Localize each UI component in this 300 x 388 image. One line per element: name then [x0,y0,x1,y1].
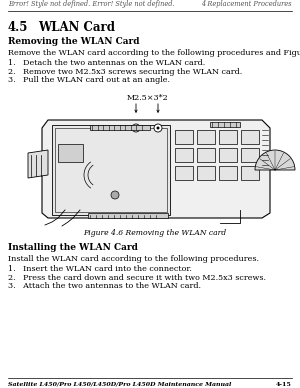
Wedge shape [255,150,295,170]
Text: 4-15: 4-15 [276,382,292,387]
Text: 1.   Detach the two antennas on the WLAN card.: 1. Detach the two antennas on the WLAN c… [8,59,205,67]
Text: Figure 4.6 Removing the WLAN card: Figure 4.6 Removing the WLAN card [83,229,226,237]
Text: Error! Style not defined. Error! Style not defined.: Error! Style not defined. Error! Style n… [8,0,175,7]
Bar [175,130,193,144]
Bar [219,130,237,144]
Text: 3.   Pull the WLAN card out at an angle.: 3. Pull the WLAN card out at an angle. [8,76,170,84]
Text: 4 Replacement Procedures: 4 Replacement Procedures [202,0,292,7]
Circle shape [132,124,140,132]
Bar [197,148,215,162]
Text: Installing the WLAN Card: Installing the WLAN Card [8,243,138,252]
Text: Removing the WLAN Card: Removing the WLAN Card [8,37,140,46]
Bar [210,122,240,127]
Text: M2.5×3*2: M2.5×3*2 [127,94,169,102]
Text: 4.5: 4.5 [8,21,28,34]
Bar [88,213,168,218]
Circle shape [111,191,119,199]
Circle shape [154,124,162,132]
Text: WLAN Card: WLAN Card [38,21,115,34]
Bar [241,166,259,180]
Text: 3.   Attach the two antennas to the WLAN card.: 3. Attach the two antennas to the WLAN c… [8,282,201,290]
Text: 2.   Remove two M2.5x3 screws securing the WLAN card.: 2. Remove two M2.5x3 screws securing the… [8,68,242,76]
Circle shape [157,126,160,130]
Text: Satellite L450/Pro L450/L450D/Pro L450D Maintenance Manual: Satellite L450/Pro L450/L450D/Pro L450D … [8,382,231,387]
Polygon shape [28,150,48,178]
Bar [175,166,193,180]
Text: Remove the WLAN card according to the following procedures and Figure 4.6.: Remove the WLAN card according to the fo… [8,49,300,57]
Bar [241,148,259,162]
Bar [241,130,259,144]
Polygon shape [42,120,270,218]
Bar [197,166,215,180]
Bar [90,125,150,130]
Text: 1.   Insert the WLAN card into the connector.: 1. Insert the WLAN card into the connect… [8,265,192,273]
Text: 2.   Press the card down and secure it with two M2.5x3 screws.: 2. Press the card down and secure it wit… [8,274,266,282]
Circle shape [134,126,137,130]
Bar [197,130,215,144]
Bar [219,166,237,180]
Bar [52,125,170,215]
Bar [55,128,167,212]
Text: Install the WLAN card according to the following procedures.: Install the WLAN card according to the f… [8,255,259,263]
Bar [58,144,83,162]
Bar [219,148,237,162]
Bar [175,148,193,162]
